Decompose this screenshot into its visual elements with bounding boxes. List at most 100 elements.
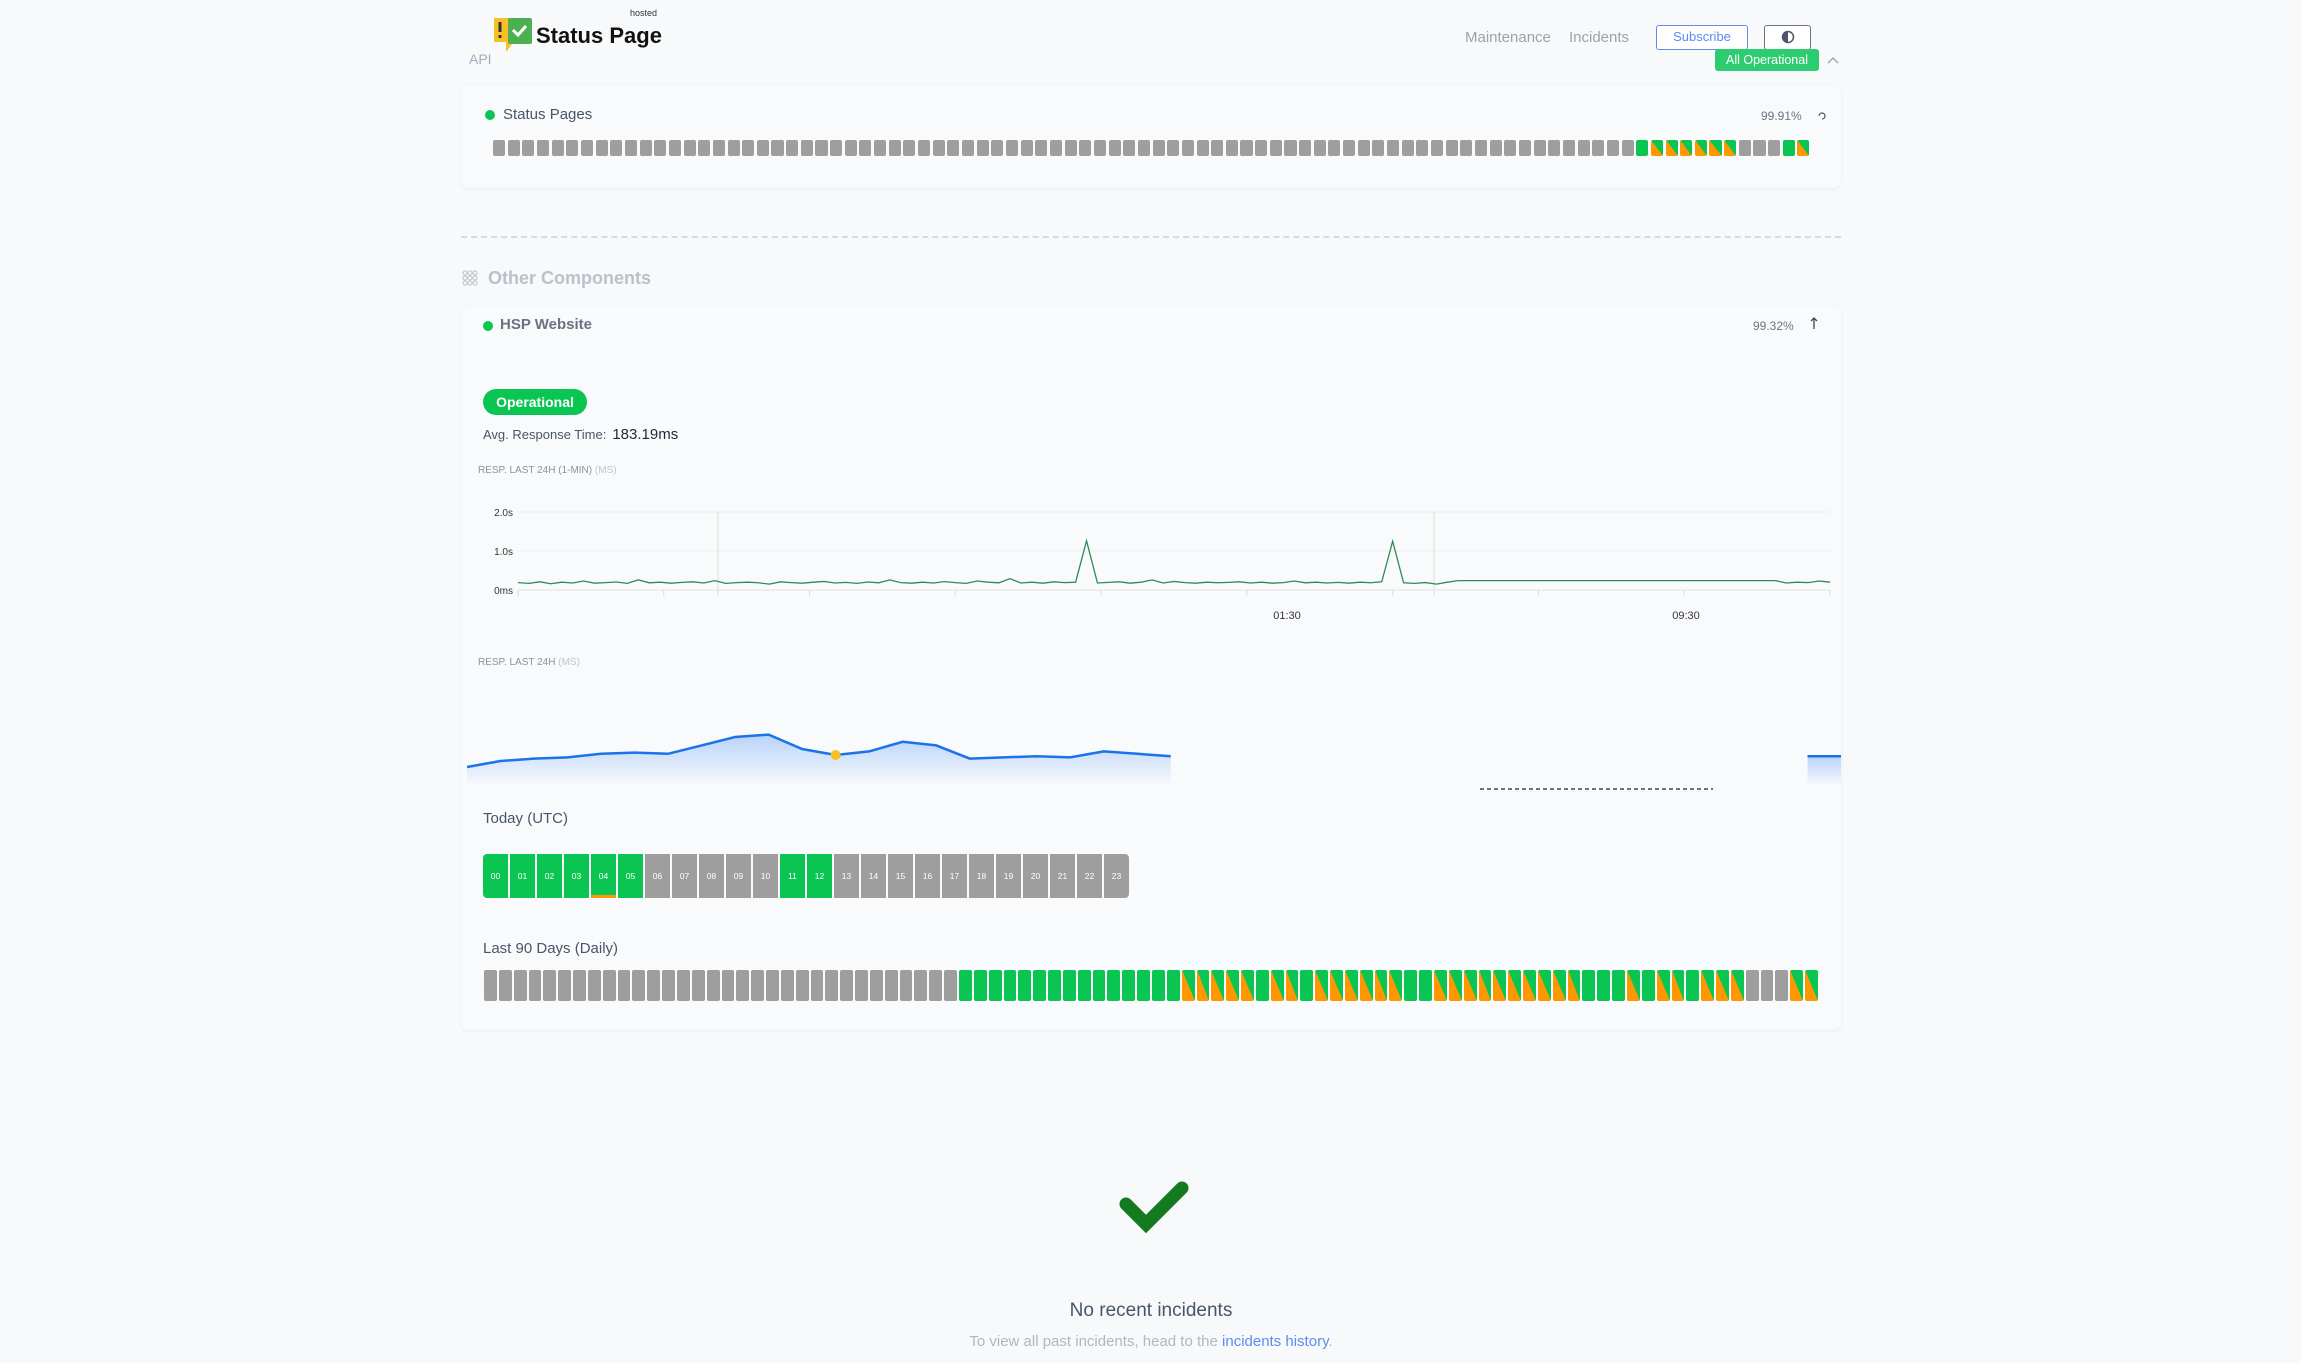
day-bar[interactable]: [498, 970, 512, 1001]
day-bar[interactable]: [1606, 140, 1619, 156]
day-bar[interactable]: [1035, 140, 1048, 156]
day-bar[interactable]: [1523, 970, 1536, 1001]
day-bar[interactable]: [800, 140, 813, 156]
day-bar[interactable]: [844, 140, 857, 156]
day-bar[interactable]: [566, 140, 579, 156]
day-bar[interactable]: [543, 970, 557, 1001]
hour-bar[interactable]: 08: [699, 854, 724, 898]
day-bar[interactable]: [1330, 970, 1343, 1001]
day-bar[interactable]: [1582, 970, 1596, 1001]
day-bar[interactable]: [1357, 140, 1370, 156]
day-bar[interactable]: [1003, 970, 1017, 1001]
day-bar[interactable]: [1122, 970, 1136, 1001]
day-bar[interactable]: [1404, 970, 1418, 1001]
day-bar[interactable]: [654, 140, 667, 156]
day-bar[interactable]: [914, 970, 928, 1001]
day-bar[interactable]: [1123, 140, 1136, 156]
day-bar[interactable]: [639, 140, 652, 156]
day-bar[interactable]: [536, 140, 550, 156]
day-bar[interactable]: [1196, 140, 1209, 156]
day-bar[interactable]: [1416, 140, 1429, 156]
day-bar[interactable]: [1211, 970, 1225, 1001]
day-bar[interactable]: [1315, 970, 1329, 1001]
day-bar[interactable]: [1389, 970, 1403, 1001]
day-bar[interactable]: [1372, 140, 1385, 156]
day-bar[interactable]: [493, 140, 506, 156]
day-bar[interactable]: [1474, 140, 1488, 156]
day-bar[interactable]: [1597, 970, 1611, 1001]
day-bar[interactable]: [1343, 140, 1356, 156]
day-bar[interactable]: [1797, 140, 1810, 156]
hour-bar[interactable]: 22: [1077, 854, 1102, 898]
day-bar[interactable]: [528, 970, 542, 1001]
day-bar[interactable]: [888, 140, 901, 156]
day-bar[interactable]: [1489, 140, 1502, 156]
day-bar[interactable]: [1694, 140, 1707, 156]
day-bar[interactable]: [1562, 140, 1575, 156]
hour-bar[interactable]: 23: [1104, 854, 1129, 898]
hour-bar[interactable]: 14: [861, 854, 886, 898]
day-bar[interactable]: [991, 140, 1004, 156]
day-bar[interactable]: [1518, 140, 1531, 156]
day-bar[interactable]: [721, 970, 735, 1001]
day-bar[interactable]: [1137, 140, 1150, 156]
day-bar[interactable]: [1641, 970, 1655, 1001]
day-bar[interactable]: [1269, 140, 1282, 156]
day-bar[interactable]: [1592, 140, 1605, 156]
day-bar[interactable]: [1665, 140, 1678, 156]
day-bar[interactable]: [1730, 970, 1744, 1001]
day-bar[interactable]: [1211, 140, 1224, 156]
day-bar[interactable]: [944, 970, 957, 1001]
day-bar[interactable]: [884, 970, 898, 1001]
day-bar[interactable]: [1716, 970, 1729, 1001]
day-bar[interactable]: [1005, 140, 1019, 156]
day-bar[interactable]: [1079, 140, 1092, 156]
day-bar[interactable]: [1567, 970, 1581, 1001]
nav-maintenance[interactable]: Maintenance: [1465, 29, 1551, 46]
arrow-up-icon[interactable]: [1810, 316, 1818, 330]
day-bar[interactable]: [756, 140, 769, 156]
day-bar[interactable]: [1048, 970, 1061, 1001]
day-bar[interactable]: [742, 140, 755, 156]
hour-bar[interactable]: 19: [996, 854, 1021, 898]
day-bar[interactable]: [507, 140, 520, 156]
hour-bar[interactable]: 17: [942, 854, 967, 898]
day-bar[interactable]: [1255, 140, 1268, 156]
day-bar[interactable]: [1612, 970, 1625, 1001]
day-bar[interactable]: [1092, 970, 1106, 1001]
day-bar[interactable]: [1548, 140, 1561, 156]
day-bar[interactable]: [1434, 970, 1447, 1001]
day-bar[interactable]: [1152, 140, 1165, 156]
hour-bar[interactable]: 13: [834, 854, 859, 898]
day-bar[interactable]: [1049, 140, 1062, 156]
day-bar[interactable]: [1240, 140, 1253, 156]
day-bar[interactable]: [855, 970, 868, 1001]
hour-bar[interactable]: 07: [672, 854, 697, 898]
day-bar[interactable]: [602, 970, 616, 1001]
day-bar[interactable]: [929, 970, 943, 1001]
day-bar[interactable]: [1225, 140, 1238, 156]
day-bar[interactable]: [698, 140, 711, 156]
day-bar[interactable]: [1419, 970, 1432, 1001]
day-bar[interactable]: [1033, 970, 1047, 1001]
api-link[interactable]: API: [469, 51, 492, 67]
day-bar[interactable]: [1760, 970, 1774, 1001]
day-bar[interactable]: [1790, 970, 1804, 1001]
hour-bar[interactable]: 18: [969, 854, 994, 898]
day-bar[interactable]: [1701, 970, 1715, 1001]
day-bar[interactable]: [1738, 140, 1751, 156]
day-bar[interactable]: [903, 140, 916, 156]
day-bar[interactable]: [691, 970, 705, 1001]
day-bar[interactable]: [1745, 970, 1759, 1001]
day-bar[interactable]: [712, 140, 725, 156]
day-bar[interactable]: [1478, 970, 1492, 1001]
day-bar[interactable]: [1093, 140, 1106, 156]
day-bar[interactable]: [1753, 140, 1766, 156]
hour-bar[interactable]: 21: [1050, 854, 1075, 898]
day-bar[interactable]: [1680, 140, 1693, 156]
day-bar[interactable]: [1300, 970, 1314, 1001]
day-bar[interactable]: [1344, 970, 1358, 1001]
day-bar[interactable]: [1724, 140, 1737, 156]
hour-bar[interactable]: 16: [915, 854, 940, 898]
day-bar[interactable]: [1463, 970, 1477, 1001]
